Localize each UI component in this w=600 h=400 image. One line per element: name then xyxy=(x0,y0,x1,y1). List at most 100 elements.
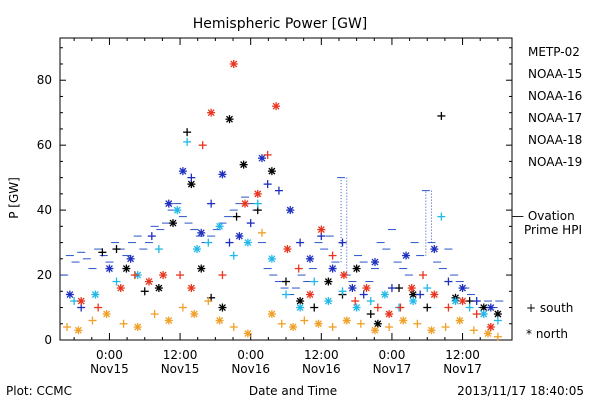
south-marker xyxy=(119,319,128,328)
south-marker xyxy=(356,319,365,328)
plot-timestamp: 2013/11/17 18:40:05 xyxy=(457,384,584,398)
marker-stroke xyxy=(218,304,226,311)
south-marker xyxy=(130,271,139,280)
south-marker xyxy=(437,111,446,120)
marker-stroke xyxy=(241,200,249,208)
marker-stroke xyxy=(77,297,85,305)
marker-stroke xyxy=(371,326,379,334)
south-marker xyxy=(282,277,290,286)
marker-stroke xyxy=(258,154,266,162)
south-marker xyxy=(263,180,272,189)
marker-stroke xyxy=(289,323,297,331)
marker-stroke xyxy=(187,180,195,188)
marker-stroke xyxy=(91,291,99,298)
south-marker xyxy=(385,323,394,332)
y-tick-label: 40 xyxy=(37,203,52,217)
legend-ovation: Prime HPI xyxy=(524,223,582,237)
marker-stroke xyxy=(193,245,201,253)
marker-stroke xyxy=(487,304,495,311)
south-marker xyxy=(183,128,192,137)
x-tick-time: 0:00 xyxy=(237,348,264,362)
marker-stroke xyxy=(268,255,276,263)
x-tick-time: 12:00 xyxy=(304,348,339,362)
marker-stroke xyxy=(306,255,314,263)
south-marker xyxy=(70,297,79,306)
north-marker xyxy=(178,167,187,176)
marker-stroke xyxy=(190,310,198,318)
south-marker xyxy=(444,303,453,312)
marker-stroke xyxy=(134,323,142,331)
north-marker xyxy=(370,258,379,267)
marker-stroke xyxy=(105,265,113,273)
marker-stroke xyxy=(343,317,351,324)
ovation-series xyxy=(60,177,504,309)
south-marker xyxy=(246,219,255,228)
south-marker xyxy=(413,319,422,328)
marker-stroke xyxy=(197,229,205,237)
north-marker xyxy=(362,284,371,293)
north-marker xyxy=(427,326,436,335)
south-marker xyxy=(493,316,502,325)
north-marker xyxy=(190,310,199,319)
south-marker xyxy=(183,137,192,146)
south-marker xyxy=(395,284,403,293)
marker-stroke xyxy=(244,330,252,337)
south-marker xyxy=(140,287,149,296)
south-marker xyxy=(444,277,453,286)
south-marker xyxy=(423,284,432,293)
north-marker xyxy=(328,264,337,273)
north-marker xyxy=(197,228,206,237)
marker-stroke xyxy=(371,258,379,266)
marker-stroke xyxy=(487,323,495,331)
north-marker xyxy=(267,254,276,263)
south-marker xyxy=(63,323,72,332)
marker-stroke xyxy=(268,167,276,175)
north-marker xyxy=(385,310,394,319)
north-marker xyxy=(197,264,206,273)
north-marker xyxy=(324,277,333,286)
marker-stroke xyxy=(240,161,248,169)
south-marker xyxy=(178,303,187,312)
north-marker xyxy=(380,290,389,299)
marker-stroke xyxy=(226,115,233,123)
north-marker xyxy=(126,254,135,263)
north-marker xyxy=(483,329,492,338)
north-marker xyxy=(74,326,83,335)
south-marker xyxy=(187,173,196,182)
north-marker xyxy=(486,323,495,332)
marker-stroke xyxy=(428,326,435,334)
north-marker xyxy=(317,225,326,234)
south-marker xyxy=(437,212,446,221)
x-axis-label: Date and Time xyxy=(249,384,337,398)
north-marker xyxy=(352,264,361,273)
north-marker xyxy=(173,206,182,215)
legend-entry: METP-02 xyxy=(528,45,580,59)
south-marker xyxy=(282,290,290,299)
south-marker xyxy=(150,310,159,319)
north-marker xyxy=(144,277,153,286)
marker-stroke xyxy=(408,284,416,292)
north-marker xyxy=(105,264,114,273)
x-axis: 0:00Nov1512:00Nov150:00Nov1612:00Nov160:… xyxy=(73,38,499,376)
marker-stroke xyxy=(216,222,224,230)
x-tick-date: Nov15 xyxy=(90,362,129,376)
marker-stroke xyxy=(381,291,389,298)
x-tick-date: Nov17 xyxy=(373,362,412,376)
marker-stroke xyxy=(480,310,488,318)
marker-stroke xyxy=(197,265,205,273)
marker-stroke xyxy=(317,226,325,234)
south-marker xyxy=(154,245,163,254)
south-marker xyxy=(112,277,121,286)
north-marker xyxy=(342,316,351,325)
marker-stroke xyxy=(74,326,82,334)
south-marker xyxy=(274,186,283,195)
data-points xyxy=(63,59,502,341)
north-marker xyxy=(352,303,361,312)
south-marker xyxy=(469,326,478,335)
south-marker xyxy=(338,287,347,296)
south-marker xyxy=(423,303,432,312)
north-marker xyxy=(399,316,408,325)
south-marker xyxy=(98,248,107,257)
south-marker xyxy=(277,319,286,328)
south-marker xyxy=(338,238,347,247)
